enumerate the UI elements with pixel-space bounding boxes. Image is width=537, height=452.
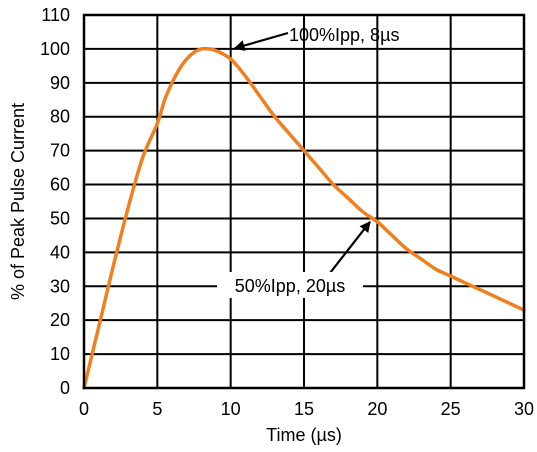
y-tick-label: 20: [50, 310, 70, 330]
y-tick-label: 70: [50, 141, 70, 161]
tick-labels: 0 5 10 15 20 25 30 0 10 20 30 40 50 60 70 80 90 100 110: [40, 5, 534, 419]
y-tick-label: 0: [60, 378, 70, 398]
y-tick-label: 80: [50, 107, 70, 127]
x-tick-label: 0: [79, 399, 89, 419]
x-tick-label: 20: [367, 399, 387, 419]
annotation-label: 100%Ipp, 8µs: [289, 25, 399, 45]
plot-border: [82, 13, 526, 390]
annotation-arrow: [233, 31, 289, 51]
y-tick-label: 10: [50, 344, 70, 364]
x-tick-label: 15: [294, 399, 314, 419]
x-tick-label: 30: [514, 399, 534, 419]
x-tick-label: 25: [441, 399, 461, 419]
annotation-label: 50%Ipp, 20µs: [235, 276, 345, 296]
y-axis-label: % of Peak Pulse Current: [8, 103, 28, 300]
y-tick-label: 60: [50, 175, 70, 195]
annotation-arrow: [329, 220, 371, 274]
y-tick-label: 110: [41, 5, 70, 25]
y-tick-label: 50: [50, 208, 70, 228]
series-curve: [82, 46, 526, 390]
x-tick-label: 5: [152, 399, 162, 419]
series-line: [82, 46, 526, 390]
y-tick-label: 30: [50, 276, 70, 296]
grid: [84, 15, 524, 388]
x-tick-label: 10: [221, 399, 241, 419]
plot-frame: [82, 13, 526, 390]
y-tick-label: 40: [50, 242, 70, 262]
x-axis-label: Time (µs): [266, 425, 342, 445]
y-tick-label: 100: [40, 39, 70, 59]
y-tick-label: 90: [50, 73, 70, 93]
annotation-label-background: [217, 272, 363, 298]
annotations: 100%Ipp, 8µs 50%Ipp, 20µs: [217, 25, 399, 298]
